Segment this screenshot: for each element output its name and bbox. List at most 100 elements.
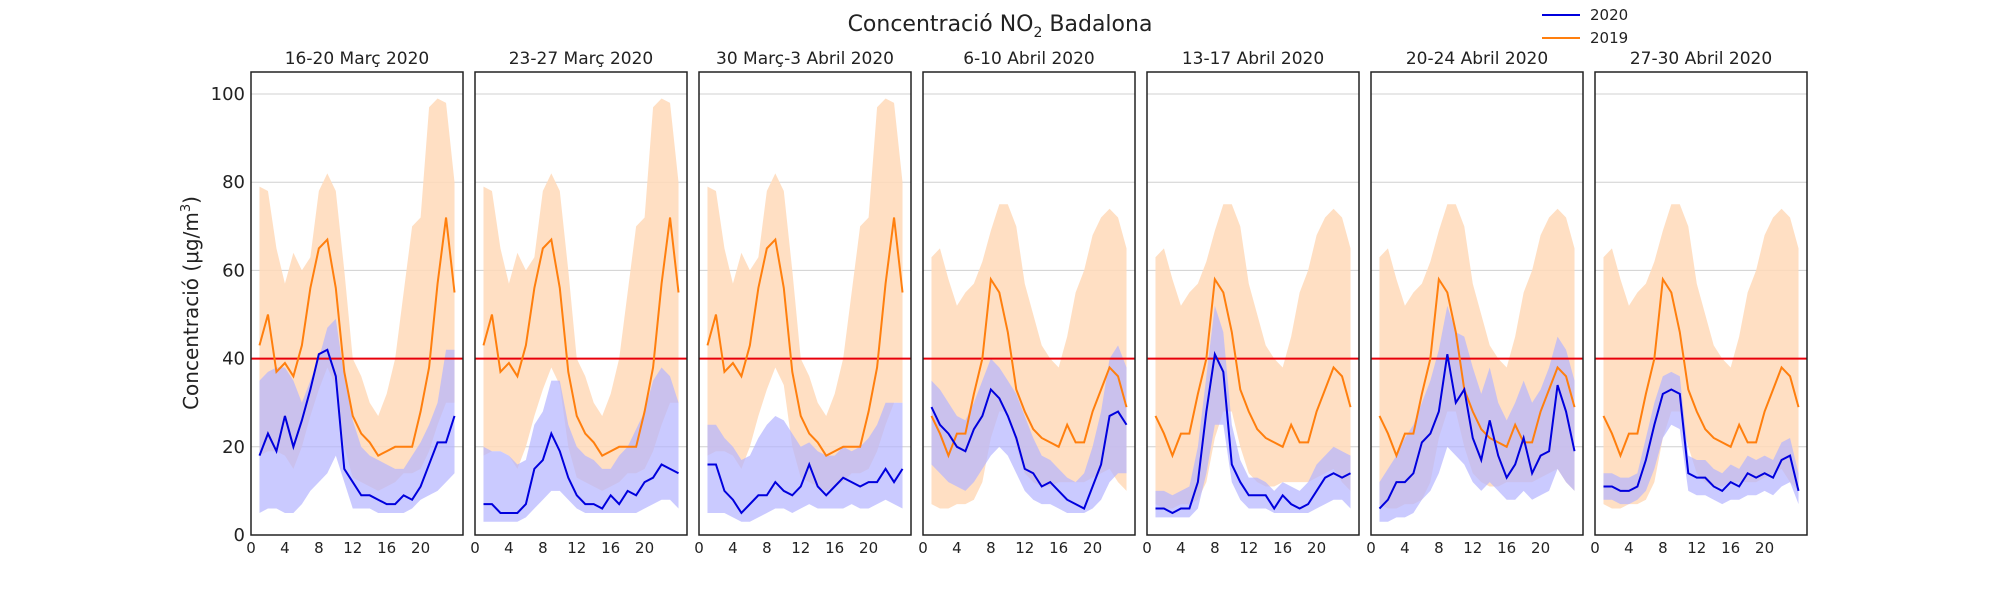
panel-title: 20-24 Abril 2020 (1406, 49, 1548, 69)
x-tick-label: 8 (1210, 539, 1220, 557)
series-line-2020 (483, 430, 679, 514)
panel-frame (1146, 71, 1360, 536)
x-tick-label: 12 (1463, 539, 1482, 557)
series-line-2019 (1378, 276, 1576, 459)
legend-label-2019: 2019 (1590, 29, 1628, 47)
x-tick-label: 12 (1015, 539, 1034, 557)
band-2020 (483, 367, 679, 522)
panel-5: 13-17 Abril 2020 0 4 8 12 16 20 (1142, 49, 1360, 557)
panel-plot-area (1371, 204, 1583, 522)
x-tick-label: 8 (538, 539, 548, 557)
x-tick-label: 20 (1755, 539, 1774, 557)
panel-frame (250, 71, 464, 536)
x-tick-label: 8 (762, 539, 772, 557)
panel-frame (698, 71, 912, 536)
x-tick-label: 4 (1624, 539, 1634, 557)
panel-plot-area (1595, 204, 1807, 509)
x-tick-label: 16 (1721, 539, 1740, 557)
y-tick-label: 0 (234, 525, 245, 546)
x-tick-label: 20 (859, 539, 878, 557)
x-tick-label: 0 (1590, 539, 1600, 557)
x-tick-label: 0 (470, 539, 480, 557)
series-line-2020 (1603, 388, 1800, 493)
x-tick-label: 4 (728, 539, 738, 557)
panel-plot-area (475, 98, 687, 522)
band-2020 (931, 345, 1127, 513)
panel-plot-area (923, 204, 1135, 513)
x-tick-label: 20 (635, 539, 654, 557)
panel-2: 23-27 Març 2020 0 4 8 12 16 20 (470, 49, 688, 557)
series-line-2019 (706, 217, 904, 457)
x-tick-label: 8 (1434, 539, 1444, 557)
x-tick-label: 16 (1049, 539, 1068, 557)
band-2020 (1379, 305, 1575, 522)
panel-frame (922, 71, 1136, 536)
panel-frame (474, 71, 688, 536)
chart-title: Concentració NO2 Badalona (848, 12, 1153, 41)
panel-title: 30 Març-3 Abril 2020 (716, 49, 894, 69)
panel-plot-area (251, 98, 463, 513)
y-tick-label: 100 (211, 84, 245, 105)
series-line-2020 (707, 461, 904, 515)
x-tick-label: 12 (567, 539, 586, 557)
x-tick-label: 4 (504, 539, 514, 557)
band-2020 (1155, 305, 1351, 518)
x-tick-label: 0 (246, 539, 256, 557)
x-tick-label: 12 (343, 539, 362, 557)
band-2020 (707, 402, 903, 522)
panel-title: 6-10 Abril 2020 (963, 49, 1095, 69)
y-tick-label: 20 (222, 437, 245, 458)
band-2020 (259, 318, 455, 513)
series-line-2019 (930, 276, 1128, 459)
x-tick-label: 12 (791, 539, 810, 557)
panel-title: 13-17 Abril 2020 (1182, 49, 1324, 69)
series-line-2019 (482, 217, 680, 457)
x-tick-label: 0 (1142, 539, 1152, 557)
series-line-2019 (1154, 276, 1352, 459)
y-tick-label: 60 (222, 260, 245, 281)
x-tick-label: 16 (825, 539, 844, 557)
x-tick-label: 12 (1687, 539, 1706, 557)
x-tick-label: 8 (986, 539, 996, 557)
series-line-2019 (1602, 276, 1800, 459)
band-2019 (707, 98, 903, 491)
panel-frame (1594, 71, 1808, 536)
band-2019 (483, 98, 679, 491)
y-axis-label: Concentració (μg/m3) (179, 196, 203, 410)
series-line-2020 (1155, 350, 1351, 515)
x-tick-label: 0 (1366, 539, 1376, 557)
series-line-2019 (258, 217, 456, 457)
series-line-2020 (1378, 354, 1576, 510)
x-tick-label: 20 (1307, 539, 1326, 557)
panel-4: 6-10 Abril 2020 0 4 8 12 16 20 (918, 49, 1136, 557)
legend: 2020 2019 (1542, 6, 1628, 47)
series-line-2020 (930, 387, 1128, 510)
y-tick-label: 80 (222, 172, 245, 193)
panel-title: 23-27 Març 2020 (509, 49, 654, 69)
x-tick-label: 20 (411, 539, 430, 557)
x-tick-label: 20 (1083, 539, 1102, 557)
x-tick-label: 4 (1176, 539, 1186, 557)
panel-frame (1370, 71, 1584, 536)
panel-3: 30 Març-3 Abril 2020 0 4 8 12 16 20 (694, 49, 912, 557)
x-tick-label: 4 (280, 539, 290, 557)
x-tick-label: 8 (1658, 539, 1668, 557)
x-tick-label: 8 (314, 539, 324, 557)
x-tick-label: 16 (1497, 539, 1516, 557)
x-tick-label: 0 (918, 539, 928, 557)
panel-title: 27-30 Abril 2020 (1630, 49, 1772, 69)
x-tick-label: 4 (952, 539, 962, 557)
x-tick-label: 4 (1400, 539, 1410, 557)
panel-title: 16-20 Març 2020 (285, 49, 430, 69)
y-tick-label: 40 (222, 349, 245, 370)
panel-6: 20-24 Abril 2020 0 4 8 12 16 20 (1366, 49, 1584, 557)
panel-1: 16-20 Març 2020 0 4 8 12 16 20 0 20 40 60 80 100 (211, 49, 464, 557)
x-tick-label: 16 (601, 539, 620, 557)
band-2020 (1603, 371, 1799, 505)
x-tick-label: 0 (694, 539, 704, 557)
panel-7: 27-30 Abril 2020 0 4 8 12 16 20 (1590, 49, 1808, 557)
x-tick-label: 16 (377, 539, 396, 557)
x-tick-label: 12 (1239, 539, 1258, 557)
